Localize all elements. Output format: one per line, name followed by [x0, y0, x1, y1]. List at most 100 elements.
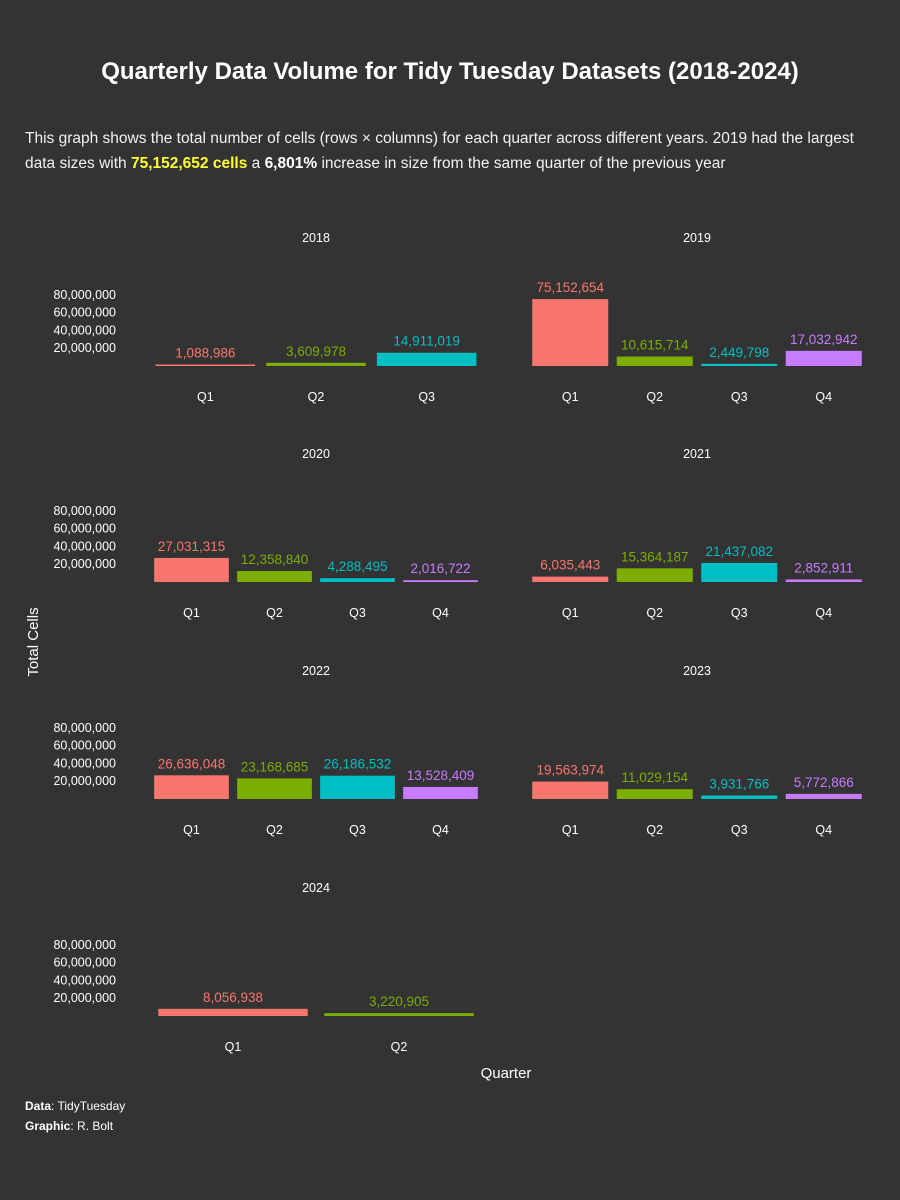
x-tick-label: Q4: [815, 823, 832, 837]
x-tick-label: Q4: [815, 606, 832, 620]
facet-title-2020: 2020: [302, 447, 330, 461]
y-tick-label: 60,000,000: [53, 739, 116, 753]
caption-data-label: Data: [25, 1099, 51, 1113]
x-tick-label: Q1: [183, 823, 200, 837]
data-label: 11,029,154: [621, 770, 688, 785]
x-tick-label: Q4: [432, 823, 449, 837]
y-tick-label: 40,000,000: [53, 756, 116, 770]
data-label: 3,609,978: [286, 344, 346, 359]
x-tick-label: Q2: [646, 390, 663, 404]
bar-2022-q2: [237, 778, 312, 799]
x-tick-label: Q1: [562, 606, 579, 620]
data-label: 3,931,766: [709, 777, 769, 792]
bar-2023-q1: [532, 782, 608, 799]
bar-2024-q1: [158, 1009, 307, 1016]
y-tick-label: 80,000,000: [53, 938, 116, 952]
x-tick-label: Q4: [815, 390, 832, 404]
data-label: 17,032,942: [790, 332, 858, 347]
bar-2018-q3: [377, 353, 477, 366]
bar-2022-q1: [154, 775, 229, 799]
data-label: 15,364,187: [621, 549, 689, 564]
bar-2023-q2: [617, 789, 693, 799]
bar-2021-q1: [532, 577, 608, 582]
bar-2021-q3: [701, 563, 777, 582]
x-tick-label: Q3: [418, 390, 435, 404]
x-tick-label: Q3: [731, 390, 748, 404]
bar-2021-q2: [617, 568, 693, 582]
y-tick-label: 20,000,000: [53, 557, 116, 571]
bar-2018-q2: [266, 363, 366, 366]
bar-2020-q2: [237, 571, 312, 582]
facet-title-2023: 2023: [683, 664, 711, 678]
data-label: 21,437,082: [705, 544, 773, 559]
x-tick-label: Q3: [731, 606, 748, 620]
bar-2024-q2: [324, 1013, 473, 1016]
caption-graphic: Graphic: R. Bolt: [25, 1119, 113, 1133]
x-tick-label: Q2: [646, 606, 663, 620]
data-label: 75,152,654: [536, 280, 604, 295]
bar-2019-q2: [617, 357, 693, 366]
x-tick-label: Q3: [349, 823, 366, 837]
data-label: 14,911,019: [393, 334, 460, 349]
data-label: 2,449,798: [709, 345, 769, 360]
data-label: 19,563,974: [536, 763, 604, 778]
bar-2022-q3: [320, 776, 395, 799]
bar-2023-q3: [701, 796, 777, 799]
x-tick-label: Q2: [308, 390, 325, 404]
y-tick-label: 60,000,000: [53, 522, 116, 536]
data-label: 3,220,905: [369, 994, 429, 1009]
x-tick-label: Q2: [646, 823, 663, 837]
y-tick-label: 40,000,000: [53, 323, 116, 337]
data-label: 2,852,911: [794, 560, 853, 575]
x-tick-label: Q1: [183, 606, 200, 620]
facet-title-2019: 2019: [683, 231, 711, 245]
facet-title-2022: 2022: [302, 664, 330, 678]
x-tick-label: Q1: [562, 390, 579, 404]
data-label: 1,088,986: [175, 346, 235, 361]
data-label: 26,186,532: [324, 757, 392, 772]
x-tick-label: Q3: [731, 823, 748, 837]
bar-2022-q4: [403, 787, 478, 799]
data-label: 4,288,495: [327, 559, 387, 574]
bar-2020-q3: [320, 578, 395, 582]
x-tick-label: Q1: [562, 823, 579, 837]
data-label: 13,528,409: [407, 768, 475, 783]
y-tick-label: 80,000,000: [53, 721, 116, 735]
x-tick-label: Q1: [197, 390, 214, 404]
y-tick-label: 80,000,000: [53, 504, 116, 518]
y-tick-label: 40,000,000: [53, 973, 116, 987]
caption-graphic-label: Graphic: [25, 1119, 70, 1133]
bar-2021-q4: [786, 579, 862, 582]
x-tick-label: Q4: [432, 606, 449, 620]
bar-2019-q3: [701, 364, 777, 366]
x-tick-label: Q3: [349, 606, 366, 620]
data-label: 5,772,866: [794, 775, 854, 790]
x-axis-title: Quarter: [481, 1065, 532, 1082]
caption-data: Data: TidyTuesday: [25, 1099, 125, 1113]
data-label: 8,056,938: [203, 990, 263, 1005]
facet-title-2024: 2024: [302, 881, 330, 895]
y-tick-label: 60,000,000: [53, 956, 116, 970]
data-label: 12,358,840: [241, 552, 309, 567]
x-tick-label: Q2: [391, 1040, 408, 1054]
x-tick-label: Q1: [225, 1040, 242, 1054]
y-tick-label: 40,000,000: [53, 539, 116, 553]
y-axis-title: Total Cells: [25, 607, 42, 676]
data-label: 23,168,685: [241, 759, 309, 774]
bar-2018-q1: [156, 365, 256, 367]
x-tick-label: Q2: [266, 823, 283, 837]
y-tick-label: 60,000,000: [53, 306, 116, 320]
y-tick-label: 20,000,000: [53, 991, 116, 1005]
data-label: 26,636,048: [158, 756, 226, 771]
data-label: 6,035,443: [540, 558, 600, 573]
y-tick-label: 20,000,000: [53, 774, 116, 788]
bar-2023-q4: [786, 794, 862, 799]
caption-data-value: : TidyTuesday: [51, 1099, 125, 1113]
facet-title-2021: 2021: [683, 447, 711, 461]
x-tick-label: Q2: [266, 606, 283, 620]
data-label: 27,031,315: [158, 539, 226, 554]
bar-2019-q1: [532, 299, 608, 366]
bar-2020-q1: [154, 558, 229, 582]
bar-2020-q4: [403, 580, 478, 582]
